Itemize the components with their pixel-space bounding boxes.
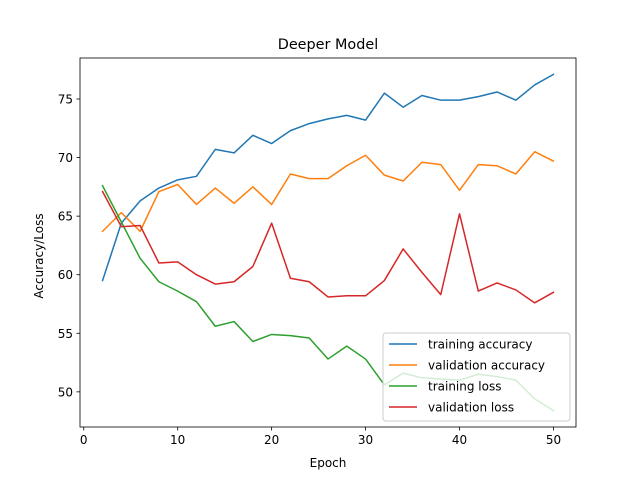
legend: training accuracy validation accuracy trai… xyxy=(382,332,571,422)
x-tick-label: 40 xyxy=(452,433,467,447)
legend-label-3: validation loss xyxy=(428,401,514,415)
y-tick-label: 60 xyxy=(58,268,73,282)
x-tick-label: 20 xyxy=(264,433,279,447)
y-axis-label: Accuracy/Loss xyxy=(32,213,46,298)
series-line-1 xyxy=(101,150,555,233)
y-tick-label: 55 xyxy=(58,327,73,341)
y-tick-label: 50 xyxy=(58,385,73,399)
chart-title: Deeper Model xyxy=(278,37,378,53)
series-line-0 xyxy=(101,73,555,282)
x-tick-label: 0 xyxy=(80,433,88,447)
series-line-3 xyxy=(101,190,555,304)
x-axis-label: Epoch xyxy=(310,456,347,470)
legend-label-2: training loss xyxy=(428,380,501,394)
legend-box xyxy=(382,332,571,422)
x-tick-label: 30 xyxy=(358,433,373,447)
x-tick-label: 50 xyxy=(546,433,561,447)
axes-layer: 0 10 20 30 40 50 50 55 60 65 70 75 xyxy=(58,57,577,447)
x-tick-label: 10 xyxy=(170,433,185,447)
y-tick-label: 75 xyxy=(58,93,73,107)
legend-label-1: validation accuracy xyxy=(428,359,545,373)
y-tick-label: 65 xyxy=(58,210,73,224)
legend-label-0: training accuracy xyxy=(428,338,532,352)
y-tick-label: 70 xyxy=(58,151,73,165)
plot-frame xyxy=(79,57,577,428)
